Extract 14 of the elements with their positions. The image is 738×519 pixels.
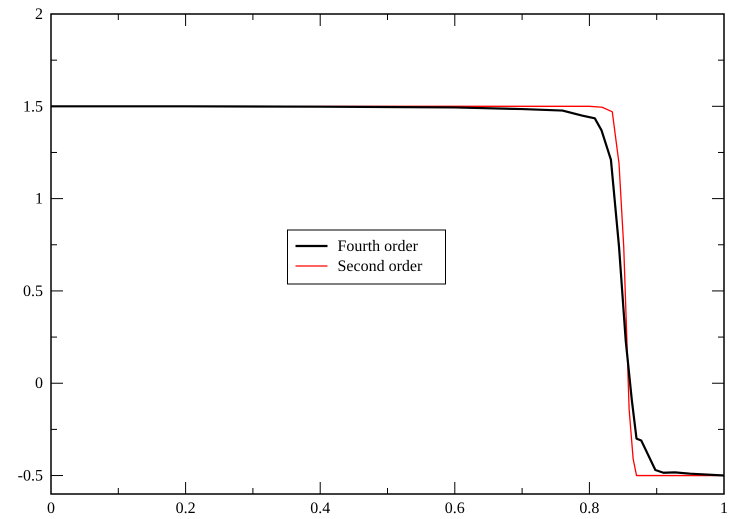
y-tick-label: 0.5: [23, 282, 43, 300]
y-tick-label: 2: [35, 6, 43, 23]
x-tick-label: 0.2: [176, 500, 196, 517]
x-tick-label: 1: [720, 500, 728, 517]
y-tick-label: 1: [35, 190, 43, 208]
x-tick-label: 0.4: [310, 500, 330, 517]
y-tick-label: 1.5: [23, 98, 43, 116]
legend-label: Second order: [338, 258, 424, 275]
y-tick-label: -0.5: [18, 468, 43, 485]
y-tick-label: 0: [35, 375, 43, 392]
x-tick-label: 0: [47, 500, 55, 517]
x-tick-label: 0.8: [579, 500, 600, 517]
x-tick-label: 0.6: [444, 500, 465, 517]
legend-label: Fourth order: [338, 238, 419, 255]
